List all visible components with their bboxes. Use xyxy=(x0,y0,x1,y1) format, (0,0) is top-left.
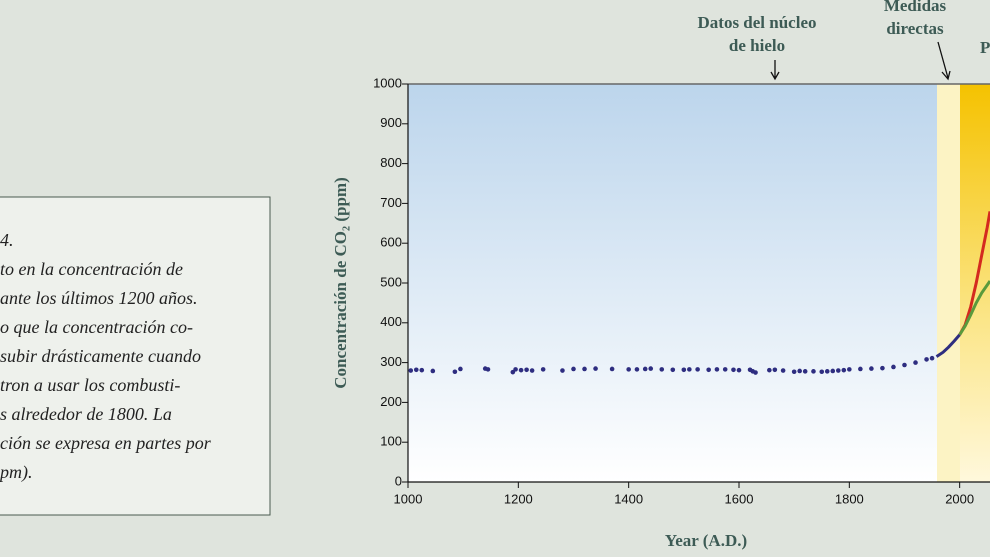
ice-core-point xyxy=(408,368,414,373)
ice-core-point xyxy=(736,367,742,373)
caption: 4. to en la concentración de ante los últi… xyxy=(0,230,212,483)
y-tick-label: 500 xyxy=(380,274,402,289)
annotation: Medidas xyxy=(884,0,947,15)
ice-core-point xyxy=(731,367,736,373)
ice-core-point xyxy=(582,366,587,372)
caption-box xyxy=(0,196,271,516)
data-layer xyxy=(408,211,990,375)
ice-core-point xyxy=(681,367,687,373)
annotation: P xyxy=(980,38,990,57)
co2-line xyxy=(935,333,961,358)
annotation: directas xyxy=(886,19,944,38)
ice-core-point xyxy=(419,367,425,373)
ice-core-point xyxy=(695,367,700,372)
ice-core-point xyxy=(835,368,841,373)
ice-core-point xyxy=(772,367,778,373)
ice-core-point xyxy=(540,367,546,372)
arrow xyxy=(770,60,780,81)
ice-core-point xyxy=(513,367,518,372)
ice-core-point xyxy=(452,369,458,375)
x-tick-label: 1000 xyxy=(394,491,423,506)
caption-line: pm). xyxy=(0,462,33,483)
ice-core-point xyxy=(722,367,728,372)
ice-core-point xyxy=(841,367,847,373)
y-tick-label: 700 xyxy=(380,195,402,210)
ice-core-point xyxy=(609,366,615,372)
ice-core-point xyxy=(891,364,896,370)
y-tick-label: 600 xyxy=(380,235,402,250)
x-tick-label: 1400 xyxy=(614,491,643,506)
ice-core-point xyxy=(797,368,802,374)
y-axis-label: Concentración de CO₂ (ppm) xyxy=(331,177,350,388)
ice-core-point xyxy=(560,368,565,373)
ice-core-point xyxy=(593,366,598,371)
ice-core-point xyxy=(670,367,676,373)
ice-core-point xyxy=(634,367,640,372)
ice-core-point xyxy=(824,369,830,374)
ice-core-point xyxy=(791,369,797,375)
ice-core-point xyxy=(485,367,491,372)
ice-core-point xyxy=(430,368,436,374)
ice-core-point xyxy=(626,367,631,372)
ice-core-point xyxy=(706,367,711,373)
ice-core-point xyxy=(811,369,816,374)
ice-core-point xyxy=(913,360,918,365)
ice-core-point xyxy=(767,367,772,373)
co2-line xyxy=(958,280,990,336)
plot-area xyxy=(408,84,990,482)
direct-band xyxy=(937,84,960,482)
annotation: Datos del núcleo xyxy=(698,13,817,32)
x-tick-label: 2000 xyxy=(945,491,974,506)
ice-core-point xyxy=(642,366,648,372)
ice-core-point xyxy=(858,366,863,372)
ice-core-point xyxy=(924,357,929,362)
ice-core-point xyxy=(413,367,419,373)
x-tick-label: 1200 xyxy=(504,491,533,506)
ice-core-point xyxy=(819,369,825,375)
ice-core-point xyxy=(802,369,808,374)
caption-line: to en la concentración de xyxy=(0,259,183,279)
y-tick-label: 400 xyxy=(380,314,402,329)
ice-core-point xyxy=(659,367,665,372)
caption-line: o que la concentración co- xyxy=(0,317,193,337)
arrow xyxy=(937,41,951,81)
ice-core-point xyxy=(847,367,852,372)
ice-core-point xyxy=(524,367,529,373)
y-tick-label: 800 xyxy=(380,155,402,170)
y-tick-label: 900 xyxy=(380,115,402,130)
caption-line: ante los últimos 1200 años. xyxy=(0,288,198,308)
ice-core-point xyxy=(902,362,907,368)
x-axis-label: Year (A.D.) xyxy=(665,531,747,550)
y-tick-label: 1000 xyxy=(373,75,402,90)
ice-core-point xyxy=(648,366,654,371)
ice-core-point xyxy=(714,367,720,372)
ice-core-point xyxy=(929,355,935,361)
ice-core-point xyxy=(687,367,692,372)
ice-core-point xyxy=(869,366,874,371)
annotation: de hielo xyxy=(729,36,785,55)
y-tick-label: 100 xyxy=(380,434,402,449)
ice-core-point xyxy=(458,366,463,372)
ice-core-point xyxy=(571,366,576,372)
ice-core-point xyxy=(780,368,786,373)
caption-line: tron a usar los combusti- xyxy=(0,375,180,395)
ice-core-point xyxy=(529,368,535,373)
y-tick-label: 0 xyxy=(395,473,402,488)
caption-line: 4. xyxy=(0,230,14,250)
x-tick-label: 1800 xyxy=(835,491,864,506)
x-tick-label: 1600 xyxy=(725,491,754,506)
y-tick-label: 200 xyxy=(380,394,402,409)
caption-line: s alrededor de 1800. La xyxy=(0,404,172,424)
caption-line: ción se expresa en partes por xyxy=(0,433,212,453)
ice-core-point xyxy=(518,367,524,373)
y-tick-label: 300 xyxy=(380,354,402,369)
caption-line: subir drásticamente cuando xyxy=(0,346,201,366)
ice-core-point xyxy=(753,370,758,375)
ice-core-point xyxy=(830,368,836,374)
ice-core-point xyxy=(880,365,885,371)
